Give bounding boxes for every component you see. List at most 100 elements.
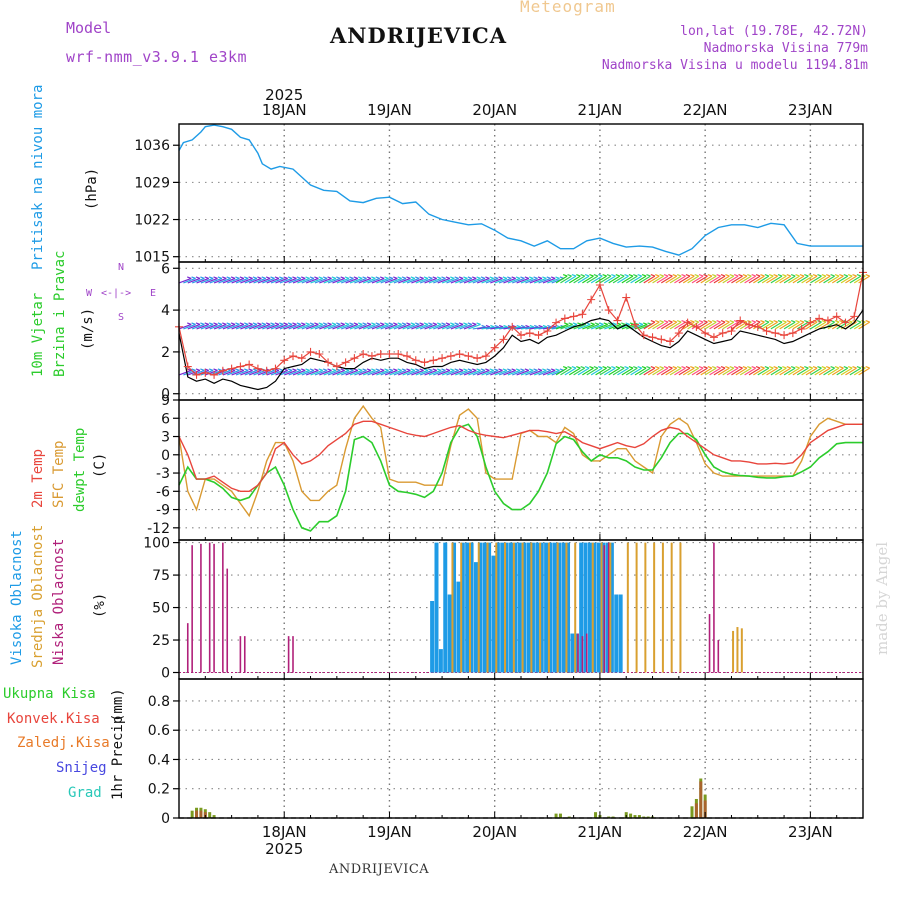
wind-barb xyxy=(700,275,713,284)
wind-barb xyxy=(402,323,416,330)
wind-barb xyxy=(691,321,704,330)
wind-barb-head xyxy=(821,366,827,369)
wind-barb xyxy=(441,323,455,330)
wind-barb xyxy=(270,277,284,284)
wind-gust-marker xyxy=(552,318,561,327)
wind-barb xyxy=(647,275,660,284)
wind-barb-head xyxy=(503,324,508,328)
wind-gust-marker xyxy=(429,356,438,365)
wind-barb xyxy=(490,369,503,376)
wind-gust-marker xyxy=(806,318,815,327)
wind-barb-head xyxy=(235,322,240,326)
wind-gust-marker xyxy=(639,331,648,340)
day-label-top: 19JAN xyxy=(367,101,412,119)
precip-total-bar xyxy=(190,810,194,818)
wind-barb xyxy=(748,275,761,284)
wind-barb xyxy=(656,275,669,284)
wind-barb xyxy=(678,275,691,284)
wind-barb-head xyxy=(839,320,844,323)
wind-barb-head xyxy=(248,276,253,280)
model-label: Model xyxy=(66,19,112,37)
wind-barb xyxy=(490,326,504,330)
wind-barb-head xyxy=(366,322,372,326)
wind-barb-head xyxy=(808,366,813,369)
wind-barb xyxy=(643,321,656,330)
wind-barb xyxy=(603,367,616,376)
wind-barb-head xyxy=(571,366,577,369)
wind-barb-head xyxy=(611,366,616,369)
wind-gust-marker xyxy=(438,354,447,363)
wind-barb xyxy=(529,277,543,284)
wind-barb xyxy=(639,367,651,376)
wind-barb-head xyxy=(463,322,468,326)
wind-barb xyxy=(472,369,486,376)
wind-barb xyxy=(301,277,315,284)
lonlat: lon,lat (19.78E, 42.72N) xyxy=(680,24,868,39)
wind-barb xyxy=(279,277,293,284)
wind-barb-head xyxy=(729,366,734,369)
wind-barb-head xyxy=(450,276,455,280)
wind-barb xyxy=(459,323,473,330)
wind-barb xyxy=(739,367,752,376)
wind-gust-marker xyxy=(727,327,736,335)
wind-barb-head xyxy=(760,320,765,323)
year-label-bottom: 2025 xyxy=(265,840,303,858)
wind-barb-head xyxy=(195,322,201,326)
wind-barb xyxy=(191,323,205,330)
wind-gust-marker xyxy=(201,368,210,377)
wind-barb-head xyxy=(782,320,787,323)
precip-total-bar xyxy=(558,813,562,818)
wind-barb-head xyxy=(265,276,271,280)
y-tick-label: 75 xyxy=(152,568,170,584)
wind-barb xyxy=(516,277,530,284)
wind-barb-head xyxy=(676,274,682,277)
wind-barb xyxy=(700,367,713,376)
wind-barb xyxy=(433,369,446,376)
wind-barb xyxy=(248,369,262,376)
wind-barb xyxy=(310,369,323,376)
wind-barb-head xyxy=(472,322,477,326)
wind-barb-head xyxy=(707,366,713,369)
wind-barb-head xyxy=(331,276,337,280)
wind-barb-head xyxy=(751,274,756,277)
y-tick-label: 1022 xyxy=(134,213,170,229)
wind-barb-head xyxy=(769,274,774,277)
wind-barb xyxy=(612,323,626,330)
wind-barb xyxy=(191,277,205,284)
wind-barb-head xyxy=(200,276,205,280)
wind-barb-head xyxy=(602,274,607,277)
day-label-bottom: 19JAN xyxy=(367,823,412,841)
wind-barb-head xyxy=(515,368,521,372)
wind-barb xyxy=(630,367,643,376)
wind-barb-head xyxy=(733,320,739,323)
wind-barb xyxy=(779,367,792,376)
wind-barb xyxy=(371,277,385,284)
wind-barb xyxy=(525,326,539,330)
wind-barb-head xyxy=(511,276,516,280)
wind-gust-marker xyxy=(569,312,578,321)
wind-barb-head xyxy=(795,366,800,369)
wind-barb xyxy=(455,369,468,376)
wind-barb-head xyxy=(371,368,376,372)
wind-barb xyxy=(323,369,337,376)
wind-barb xyxy=(788,321,800,330)
wind-barb xyxy=(227,323,240,330)
wind-barb-head xyxy=(498,276,503,280)
wind-barb-head xyxy=(489,368,494,372)
wind-gust-marker xyxy=(367,352,376,361)
wind-barb xyxy=(731,275,743,284)
wind-barb xyxy=(441,277,455,284)
wind-barb xyxy=(617,367,629,376)
wind-barb xyxy=(687,367,700,376)
wind-gust-marker xyxy=(455,350,464,358)
wind-barb xyxy=(542,326,556,330)
wind-barb-head xyxy=(252,368,258,372)
precip-conv-bar xyxy=(199,810,203,818)
wind-barb xyxy=(573,323,587,330)
day-label-bottom: 21JAN xyxy=(578,823,623,841)
wind-barb-head xyxy=(472,276,477,280)
wind-barb-head xyxy=(769,366,774,369)
model-name: wrf-nmm_v3.9.1 e3km xyxy=(66,48,248,66)
wind-barb-head xyxy=(615,274,620,277)
wind-barb xyxy=(393,277,407,284)
